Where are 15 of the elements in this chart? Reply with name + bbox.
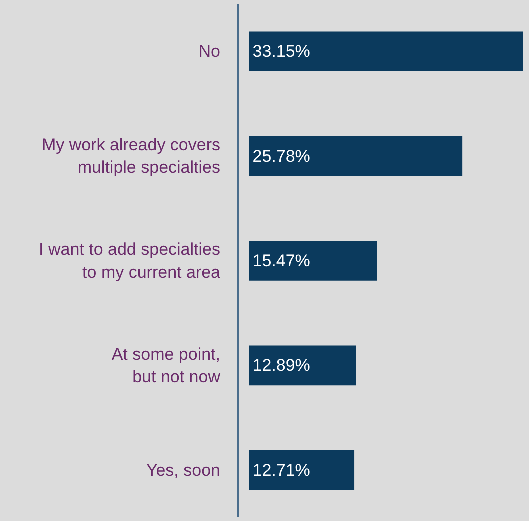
data-label: 25.78%: [252, 146, 310, 166]
y-tick-label: At some point, but not now: [112, 344, 222, 387]
y-tick-label: No: [198, 42, 221, 62]
y-tick-label: My work already covers multiple specialties: [42, 135, 221, 178]
y-tick-label: Yes, soon: [146, 460, 221, 480]
data-label: 15.47%: [252, 252, 310, 270]
bar: [249, 346, 356, 386]
bar: [249, 32, 524, 72]
y-tick-label: I want to add specialties to my current area: [39, 240, 222, 282]
data-label: 12.89%: [252, 356, 310, 376]
bar: [249, 136, 463, 176]
data-label: 12.71%: [252, 460, 310, 480]
bar: [249, 241, 378, 281]
data-label: 33.15%: [252, 42, 310, 62]
bar: [249, 450, 355, 490]
